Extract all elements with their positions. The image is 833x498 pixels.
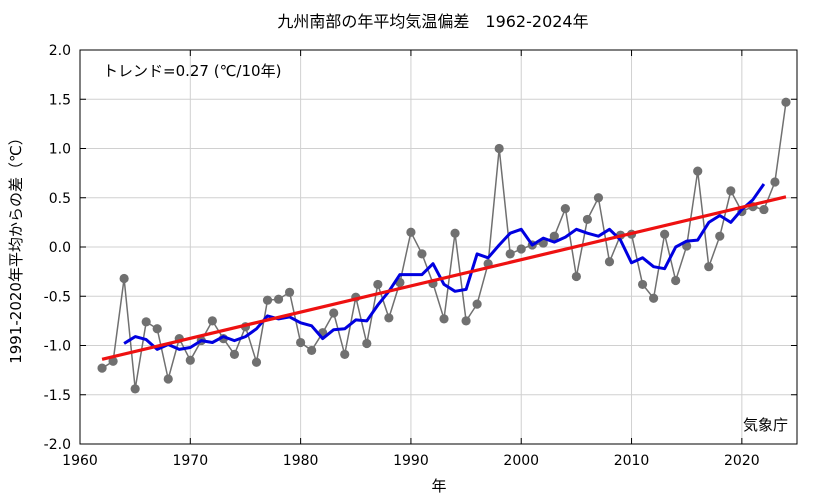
annual-data-point: [582, 214, 593, 225]
annual-data-point: [770, 177, 780, 187]
annual-data-point: [637, 279, 648, 290]
annual-data-point: [461, 316, 471, 326]
annual-data-point: [340, 349, 350, 359]
y-tick-label: -2.0: [44, 437, 71, 453]
y-tick-label: -0.5: [44, 289, 71, 305]
annual-data-point: [494, 143, 504, 154]
data-layer: [97, 97, 791, 394]
y-tick-label: 0.0: [49, 240, 71, 256]
annual-data-point: [693, 166, 703, 176]
annual-data-point: [516, 244, 526, 254]
annual-data-point: [715, 231, 725, 241]
annual-data-point: [781, 97, 791, 107]
x-tick-label: 2020: [724, 453, 760, 469]
annual-data-point: [163, 374, 173, 384]
annual-data-point: [417, 249, 427, 259]
annual-data-point: [152, 324, 162, 334]
annual-data-point: [362, 338, 372, 349]
annual-data-point: [119, 273, 129, 284]
annual-data-point: [262, 295, 273, 305]
annual-data-point: [384, 313, 394, 323]
annual-data-point: [671, 275, 681, 286]
x-tick-label: 1980: [283, 453, 319, 469]
annual-data-point: [505, 249, 515, 259]
annual-data-point: [130, 384, 140, 394]
annual-data-point: [229, 349, 240, 359]
y-tick-label: 1.5: [49, 92, 71, 108]
annual-data-point: [329, 308, 339, 318]
annual-data-point: [439, 314, 449, 324]
grid-lines: [80, 50, 797, 444]
annual-data-point: [273, 294, 284, 304]
y-tick-label: 2.0: [49, 43, 71, 59]
x-tick-label: 1970: [172, 453, 208, 469]
annual-data-point: [373, 279, 383, 290]
annual-data-point: [549, 231, 559, 241]
x-axis-label: 年: [431, 477, 446, 495]
trend-annotation: トレンド=0.27 (℃/10年): [103, 62, 281, 80]
annual-data-point: [185, 355, 195, 365]
running-mean-line: [123, 183, 766, 351]
annual-data-point: [251, 357, 262, 367]
source-annotation: 気象庁: [743, 416, 788, 434]
annual-data-point: [593, 193, 604, 203]
annual-data-point: [759, 204, 769, 215]
annual-data-point: [450, 228, 460, 238]
annual-data-point: [141, 317, 151, 327]
annual-data-point: [604, 257, 615, 267]
annual-data-point: [571, 271, 581, 282]
trend-line: [101, 195, 787, 361]
chart-title: 九州南部の年平均気温偏差 1962-2024年: [277, 12, 588, 31]
x-tick-label: 2000: [503, 453, 539, 469]
y-tick-label: 0.5: [49, 191, 71, 207]
annual-data-point: [649, 293, 659, 303]
annual-data-point: [307, 345, 317, 356]
axis-ticks: -2.0 -1.5 -1.0 -0.5 0.0 0.5 1.0 1.5 2.0 1960 1970 1…: [44, 43, 797, 469]
annual-data-point: [660, 229, 670, 239]
annual-data-point: [560, 203, 570, 214]
annual-data-point: [97, 363, 107, 373]
annual-data-point: [704, 262, 714, 272]
annual-data-point: [284, 287, 295, 297]
annual-data-point: [296, 337, 306, 348]
x-tick-label: 2010: [614, 453, 650, 469]
annual-data-point: [207, 316, 217, 326]
y-tick-label: -1.5: [44, 388, 71, 404]
annual-data-point: [472, 299, 482, 309]
annual-data-point: [406, 227, 416, 237]
x-tick-label: 1960: [62, 453, 98, 469]
y-axis-label: 1991-2020年平均からの差（℃）: [7, 130, 25, 364]
x-tick-label: 1990: [393, 453, 429, 469]
y-tick-label: 1.0: [49, 142, 71, 158]
y-tick-label: -1.0: [44, 339, 71, 355]
annual-data-point: [108, 356, 118, 366]
annual-data-point: [726, 186, 736, 196]
